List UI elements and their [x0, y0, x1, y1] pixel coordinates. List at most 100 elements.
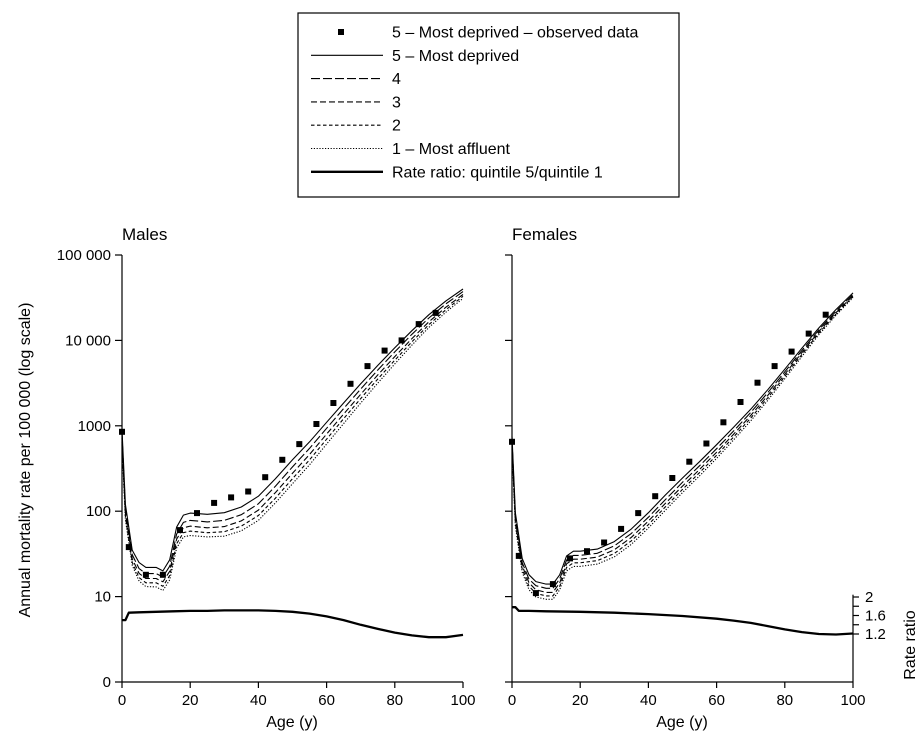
observed-point — [296, 441, 303, 448]
rate-ratio-tick-label: 2 — [865, 589, 873, 606]
series-line — [511, 296, 854, 597]
females-plot-area — [509, 292, 854, 636]
legend-label: Rate ratio: quintile 5/quintile 1 — [392, 164, 603, 181]
observed-point — [754, 379, 761, 386]
observed-point — [228, 494, 235, 501]
observed-point — [177, 527, 183, 534]
observed-point — [703, 440, 710, 447]
x-tick-label: 40 — [250, 692, 267, 709]
males-plot-area — [119, 288, 464, 639]
observed-point — [364, 363, 371, 370]
observed-point — [686, 458, 693, 465]
observed-point — [567, 555, 573, 562]
legend-items: 5 – Most deprived – observed data 5 – Mos… — [311, 25, 638, 181]
observed-point — [515, 552, 522, 559]
observed-point — [432, 309, 439, 316]
males-panel-title: Males — [122, 225, 167, 244]
observed-point — [347, 380, 354, 387]
males-axes: 10 100 1000 10 000 100 000 00 20 40 60 80 100 — [57, 247, 476, 709]
females-panel: Females 0 20 40 60 80 100 Age (y) — [505, 225, 866, 731]
legend-label: 5 – Most deprived — [392, 48, 519, 65]
x-tick-label: 0 — [508, 692, 516, 709]
legend-item: 2 — [311, 118, 401, 135]
legend-item: 4 — [311, 71, 401, 88]
series-line — [121, 297, 464, 592]
x-tick-label: 100 — [450, 692, 475, 709]
observed-point — [415, 321, 422, 328]
males-x-axis-title: Age (y) — [266, 714, 318, 731]
legend-box — [297, 12, 680, 198]
females-x-axis-title: Age (y) — [656, 714, 708, 731]
observed-point — [330, 400, 337, 406]
observed-point — [262, 474, 269, 481]
legend-item: 5 – Most deprived — [311, 48, 519, 65]
rate-ratio-line — [512, 606, 854, 636]
x-tick-label: 80 — [776, 692, 793, 709]
x-tick-label: 100 — [840, 692, 865, 709]
observed-point — [245, 488, 252, 495]
legend-label: 5 – Most deprived – observed data — [392, 25, 638, 42]
observed-point — [601, 539, 608, 546]
legend-item: 5 – Most deprived – observed data — [338, 25, 638, 42]
series-line — [121, 294, 464, 583]
observed-point — [159, 571, 166, 578]
y-tick-label: 100 — [86, 503, 111, 520]
observed-point — [618, 525, 625, 532]
observed-point — [532, 590, 539, 597]
series-line — [121, 291, 464, 578]
observed-point — [119, 428, 125, 435]
y-tick-label: 0 — [103, 674, 111, 691]
legend-item: 3 — [311, 94, 401, 111]
observed-point — [549, 581, 556, 588]
observed-point — [313, 421, 320, 427]
rate-ratio-tick-label: 1.2 — [865, 626, 886, 643]
y-tick-label: 10 — [94, 589, 111, 606]
observed-point — [669, 475, 676, 481]
females-panel-title: Females — [512, 225, 577, 244]
series-line — [121, 295, 464, 587]
legend: 5 – Most deprived – observed data 5 – Mos… — [297, 12, 680, 198]
legend-label: 1 – Most affluent — [392, 141, 511, 158]
y-tick-label: 100 000 — [57, 247, 111, 264]
observed-point — [125, 544, 132, 551]
x-tick-label: 20 — [572, 692, 589, 709]
y-tick-label: 1000 — [78, 418, 111, 435]
series-line — [511, 297, 854, 600]
legend-label: 4 — [392, 71, 401, 88]
rate-ratio-line — [122, 609, 464, 639]
observed-point — [805, 330, 812, 337]
observed-point — [398, 337, 405, 344]
series-line — [121, 288, 464, 572]
observed-point — [381, 347, 388, 354]
observed-point — [788, 348, 795, 355]
x-tick-label: 0 — [118, 692, 126, 709]
x-tick-label: 60 — [318, 692, 335, 709]
observed-point — [509, 438, 515, 445]
observed-point — [822, 311, 829, 318]
series-line — [511, 292, 854, 585]
observed-point — [720, 419, 727, 426]
observed-point — [584, 548, 590, 555]
x-tick-label: 80 — [386, 692, 403, 709]
series-line — [511, 294, 854, 589]
females-axes: 0 20 40 60 80 100 — [505, 254, 866, 709]
legend-marker-square — [338, 29, 344, 35]
observed-point — [279, 456, 286, 463]
observed-point — [142, 571, 149, 578]
observed-point — [771, 363, 778, 370]
rate-ratio-tick-label: 1.6 — [865, 608, 886, 625]
observed-point — [652, 493, 659, 500]
observed-point — [194, 510, 200, 517]
legend-item: Rate ratio: quintile 5/quintile 1 — [311, 164, 603, 181]
series-line — [511, 295, 854, 593]
observed-point — [211, 499, 218, 506]
x-tick-label: 40 — [640, 692, 657, 709]
observed-point — [737, 399, 744, 405]
y-axis-title: Annual mortality rate per 100 000 (log s… — [17, 303, 34, 618]
x-tick-label: 20 — [182, 692, 199, 709]
rate-ratio-axis: 1.21.6 2 — [852, 589, 886, 682]
legend-label: 3 — [392, 94, 401, 111]
observed-point — [635, 510, 642, 517]
